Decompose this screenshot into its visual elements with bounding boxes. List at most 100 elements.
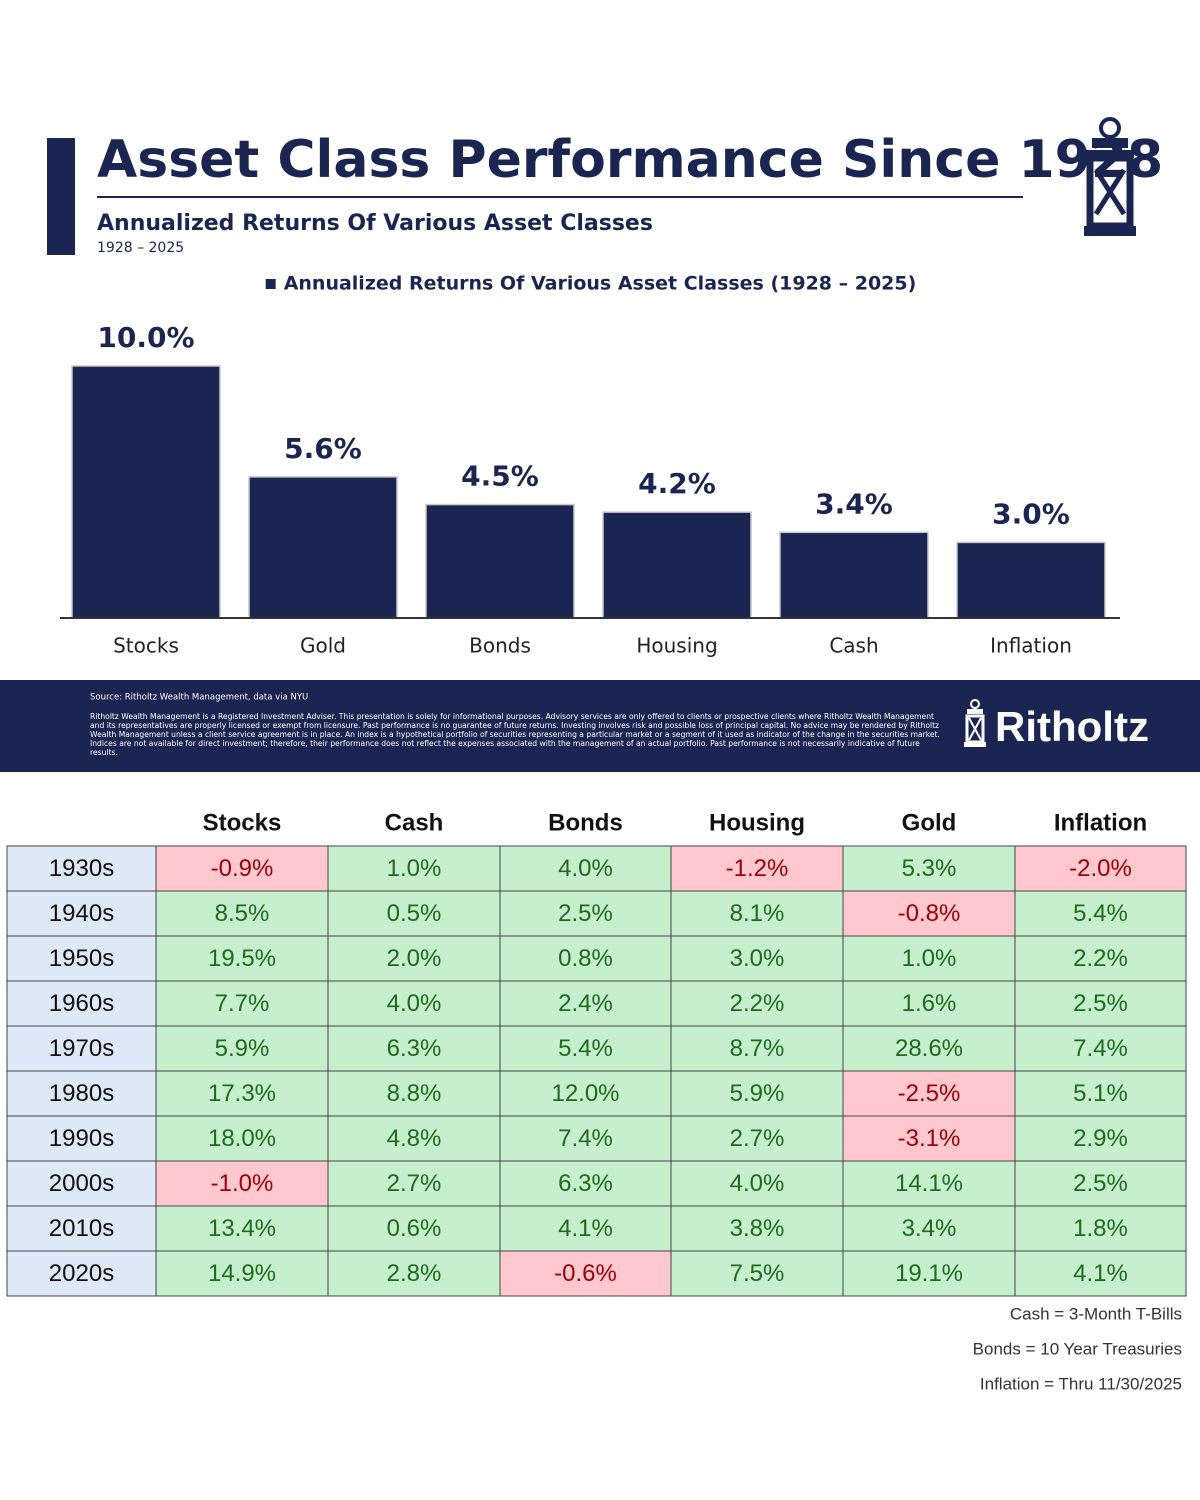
value-label: 4.5% xyxy=(461,460,539,493)
cell-value: -1.0% xyxy=(211,1170,274,1197)
table-cell xyxy=(6,1160,157,1207)
brand-icon xyxy=(964,699,986,747)
cell-value: 2.5% xyxy=(1073,1170,1128,1197)
table-cell xyxy=(1014,1250,1187,1297)
value-label: 3.4% xyxy=(815,487,893,520)
bar xyxy=(602,511,752,619)
table-cell xyxy=(327,980,501,1027)
cell-value: 28.6% xyxy=(895,1035,963,1062)
cell-value: 14.9% xyxy=(208,1260,276,1287)
cell-value: 5.9% xyxy=(215,1035,270,1062)
cell-value: 0.5% xyxy=(387,900,442,927)
table-cell xyxy=(842,1070,1016,1117)
cell-value: 4.0% xyxy=(387,990,442,1017)
cell-value: -1.2% xyxy=(726,855,789,882)
table-cell xyxy=(1014,845,1187,892)
cell-value: 1.0% xyxy=(387,855,442,882)
table-cell xyxy=(842,890,1016,937)
date-range: 1928 – 2025 xyxy=(97,240,184,256)
note: Inflation = Thru 11/30/2025 xyxy=(980,1374,1182,1393)
cell-value: 5.3% xyxy=(902,855,957,882)
table-cell xyxy=(670,1160,844,1207)
table-cell xyxy=(6,935,157,982)
cell-value: 2.5% xyxy=(1073,990,1128,1017)
cell-value: 12.0% xyxy=(551,1080,619,1107)
cell-value: 18.0% xyxy=(208,1125,276,1152)
table-cell xyxy=(327,1250,501,1297)
column-header: Gold xyxy=(902,809,957,836)
cell-value: 4.1% xyxy=(558,1215,613,1242)
cell-value: 13.4% xyxy=(208,1215,276,1242)
cell-value: 4.0% xyxy=(558,855,613,882)
cell-value: 1.8% xyxy=(1073,1215,1128,1242)
row-header: 2020s xyxy=(49,1260,114,1287)
cell-value: 19.1% xyxy=(895,1260,963,1287)
cell-value: 1.6% xyxy=(902,990,957,1017)
disclaimer: Ritholtz Wealth Management is a Register… xyxy=(90,712,940,758)
table-cell xyxy=(499,1115,672,1162)
cell-value: 8.7% xyxy=(730,1035,785,1062)
cell-value: -3.1% xyxy=(898,1125,961,1152)
note: Cash = 3-Month T-Bills xyxy=(1010,1304,1182,1323)
table-cell xyxy=(6,1025,157,1072)
table-cell xyxy=(6,1250,157,1297)
cell-value: 3.0% xyxy=(730,945,785,972)
table-cell xyxy=(6,1115,157,1162)
table-cell xyxy=(1014,1115,1187,1162)
brand: Ritholtz xyxy=(995,703,1149,750)
table-cell xyxy=(6,1070,157,1117)
table-cell xyxy=(1014,1205,1187,1252)
value-label: 4.2% xyxy=(638,467,716,500)
table-cell xyxy=(842,935,1016,982)
column-header: Bonds xyxy=(548,809,623,836)
row-header: 1970s xyxy=(49,1035,114,1062)
cell-value: 6.3% xyxy=(558,1170,613,1197)
row-header: 1990s xyxy=(49,1125,114,1152)
value-label: 10.0% xyxy=(97,321,194,354)
row-header: 2000s xyxy=(49,1170,114,1197)
cell-value: 8.1% xyxy=(730,900,785,927)
table-cell xyxy=(842,1250,1016,1297)
cell-value: 5.4% xyxy=(558,1035,613,1062)
value-label: 5.6% xyxy=(284,432,362,465)
column-header: Cash xyxy=(385,809,444,836)
table-cell xyxy=(499,845,672,892)
table-cell xyxy=(1014,890,1187,937)
cell-value: 5.1% xyxy=(1073,1080,1128,1107)
table-cell xyxy=(1014,1160,1187,1207)
table-cell xyxy=(670,1070,844,1117)
table-cell xyxy=(670,845,844,892)
cell-value: 7.7% xyxy=(215,990,270,1017)
cell-value: 2.7% xyxy=(387,1170,442,1197)
bar xyxy=(248,476,398,619)
cell-value: 8.8% xyxy=(387,1080,442,1107)
table-cell xyxy=(499,935,672,982)
bar xyxy=(425,503,575,619)
row-header: 1980s xyxy=(49,1080,114,1107)
row-header: 1960s xyxy=(49,990,114,1017)
cell-value: 4.0% xyxy=(730,1170,785,1197)
table-cell xyxy=(499,1070,672,1117)
lantern-icon xyxy=(1084,117,1136,236)
column-header: Housing xyxy=(709,809,805,836)
table-cell xyxy=(670,890,844,937)
table-cell xyxy=(499,890,672,937)
cell-value: 6.3% xyxy=(387,1035,442,1062)
bar xyxy=(71,365,221,619)
legend-swatch xyxy=(265,279,276,289)
cell-value: 0.8% xyxy=(558,945,613,972)
accent-bar xyxy=(47,138,75,255)
x-tick-label: Gold xyxy=(300,634,346,658)
cell-value: 2.7% xyxy=(730,1125,785,1152)
cell-value: -2.5% xyxy=(898,1080,961,1107)
table-cell xyxy=(6,890,157,937)
table-cell xyxy=(670,1250,844,1297)
table-cell xyxy=(842,845,1016,892)
cell-value: 3.4% xyxy=(902,1215,957,1242)
table-cell xyxy=(155,935,329,982)
table-cell xyxy=(327,1160,501,1207)
bar xyxy=(956,541,1106,619)
cell-value: -0.8% xyxy=(898,900,961,927)
